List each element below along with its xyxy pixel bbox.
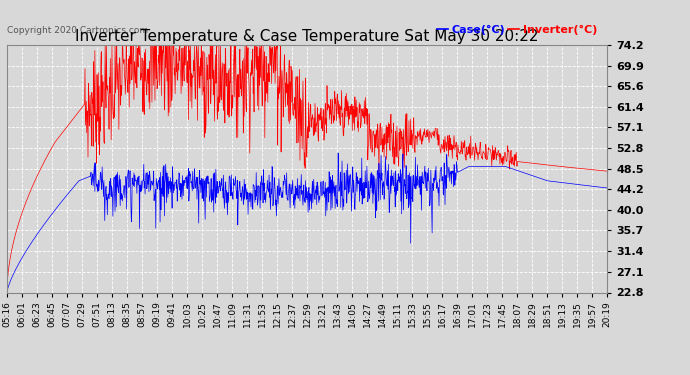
Legend: Case(°C), Inverter(°C): Case(°C), Inverter(°C) — [433, 21, 602, 40]
Text: Copyright 2020 Cartronics.com: Copyright 2020 Cartronics.com — [7, 26, 148, 35]
Title: Inverter Temperature & Case Temperature Sat May 30 20:22: Inverter Temperature & Case Temperature … — [75, 29, 539, 44]
